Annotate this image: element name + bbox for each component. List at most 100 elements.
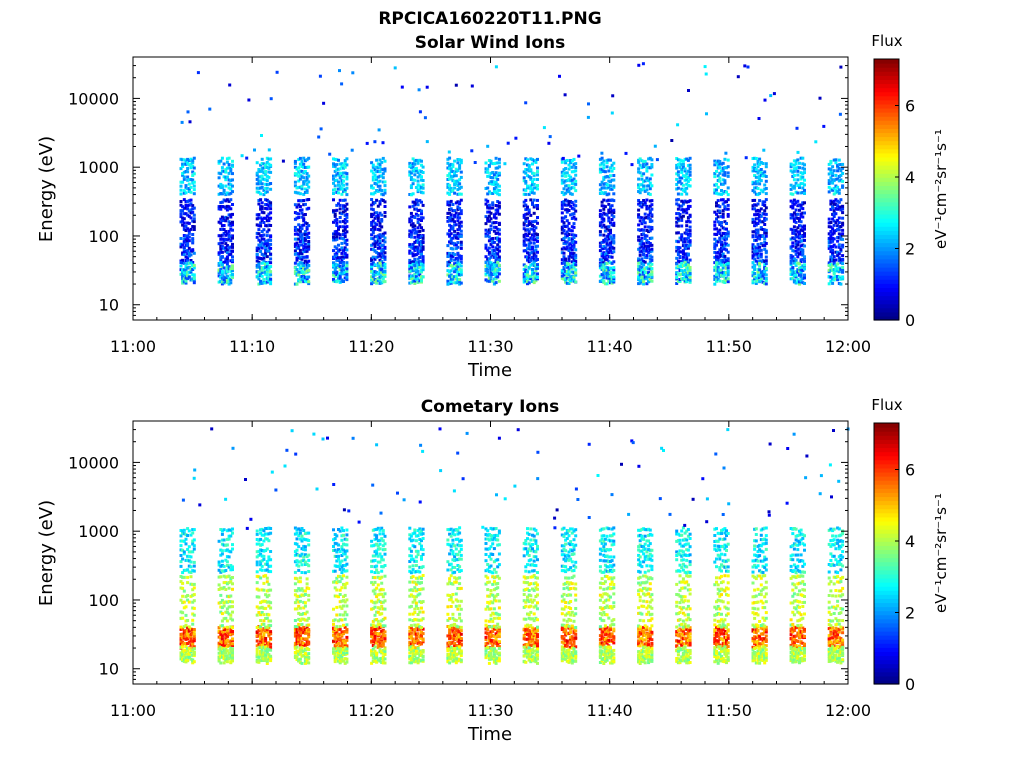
flux-cell (189, 634, 193, 638)
flux-cell (491, 248, 495, 252)
flux-cell (531, 237, 534, 241)
flux-cell (449, 174, 453, 178)
flux-cell (640, 249, 644, 253)
flux-cell (688, 239, 692, 243)
flux-cell (764, 217, 768, 221)
flux-cell (715, 255, 718, 259)
flux-cell (685, 211, 689, 215)
flux-cell (753, 249, 757, 253)
flux-cell (456, 261, 460, 265)
flux-cell (375, 211, 379, 215)
flux-cell (181, 575, 185, 579)
flux-cell (598, 188, 602, 192)
flux-cell (562, 193, 566, 197)
flux-cell (229, 600, 233, 604)
flux-cell (605, 242, 609, 246)
flux-cell (560, 227, 564, 231)
flux-cell (713, 172, 717, 175)
flux-cell (792, 169, 796, 173)
flux-cell (231, 203, 234, 206)
flux-cell (179, 184, 183, 188)
flux-cell (225, 238, 229, 242)
x-axis: 11:00 11:10 11:20 11:30 11:40 11:50 12:00 (110, 57, 871, 356)
flux-cell (531, 224, 534, 227)
flux-cell (333, 165, 337, 169)
flux-cell (638, 204, 642, 208)
flux-cell (532, 252, 536, 256)
flux-cell (532, 234, 536, 238)
flux-cell (640, 222, 644, 226)
flux-cell (836, 199, 840, 203)
flux-cell (725, 242, 728, 246)
flux-cell (453, 159, 457, 163)
flux-cell (305, 198, 309, 202)
flux-cell (798, 203, 801, 207)
flux-cell (192, 628, 196, 631)
flux-cell (716, 163, 720, 167)
flux-cell (333, 268, 337, 271)
flux-cell (836, 267, 840, 271)
flux-cell (522, 223, 526, 227)
flux-cell (265, 641, 269, 645)
flux-cell (222, 275, 226, 279)
flux-cell (191, 263, 195, 267)
flux-cell (262, 171, 266, 175)
flux-cell (231, 632, 234, 636)
flux-cell (686, 252, 690, 256)
flux-cell (574, 189, 578, 193)
flux-cell (227, 605, 231, 609)
flux-cell (305, 255, 309, 259)
flux-cell (219, 258, 223, 262)
flux-cell (497, 201, 501, 205)
flux-cell (524, 188, 528, 192)
flux-cell (297, 254, 301, 258)
flux-cell (645, 249, 649, 253)
flux-cell (683, 244, 687, 247)
flux-cell (610, 275, 614, 279)
colorbar-segment (874, 91, 899, 97)
flux-cell (563, 93, 567, 97)
flux-cell (264, 224, 268, 228)
flux-cell (640, 205, 644, 209)
flux-cell (759, 226, 763, 230)
flux-cell (408, 161, 412, 165)
flux-cell (688, 163, 692, 167)
flux-cell (534, 238, 538, 242)
flux-cell (841, 223, 845, 227)
flux-cell (371, 225, 375, 229)
flux-cell (375, 281, 379, 285)
flux-cell (262, 242, 266, 246)
flux-cell (607, 175, 611, 179)
flux-cell (829, 199, 833, 203)
flux-cell (225, 644, 229, 648)
flux-cell (801, 175, 805, 179)
flux-cell (229, 580, 233, 584)
flux-cell (759, 270, 763, 274)
flux-cell (298, 280, 302, 284)
flux-cell (789, 169, 793, 173)
flux-cell (831, 236, 835, 240)
flux-cell (260, 246, 264, 250)
flux-cell (222, 237, 226, 241)
flux-cell (491, 239, 495, 243)
flux-cell (829, 161, 833, 165)
flux-cell (222, 175, 226, 179)
flux-cell (418, 223, 422, 227)
flux-cell (337, 274, 340, 278)
flux-cell (610, 223, 614, 227)
flux-cell (446, 157, 450, 161)
flux-cell (192, 180, 196, 184)
flux-cell (683, 247, 687, 251)
flux-cell (801, 281, 805, 285)
flux-cell (759, 252, 763, 256)
flux-cell (723, 254, 727, 258)
flux-cell (459, 158, 463, 162)
flux-cell (229, 278, 233, 282)
flux-cell (338, 184, 342, 188)
flux-cell (650, 258, 654, 262)
flux-cell (569, 279, 573, 283)
flux-cell (262, 216, 266, 220)
flux-cell (343, 239, 347, 243)
flux-cell (454, 261, 458, 265)
flux-cell (839, 163, 843, 166)
